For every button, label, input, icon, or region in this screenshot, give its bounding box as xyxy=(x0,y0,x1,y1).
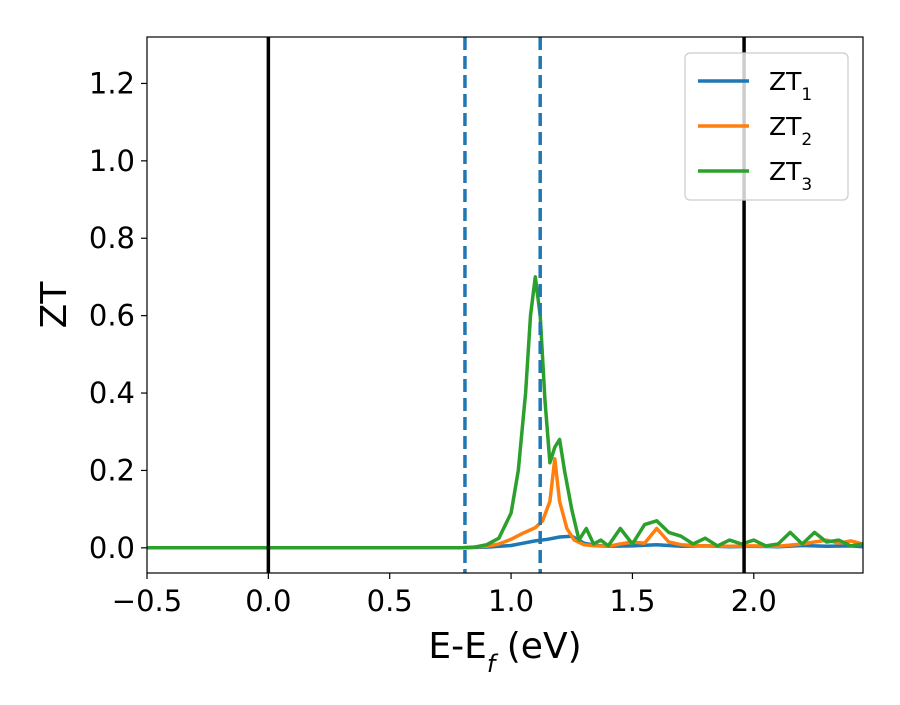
y-tick-label: 1.2 xyxy=(89,66,135,100)
legend-label-zt3: ZT3 xyxy=(769,157,812,195)
x-tick-label: −0.5 xyxy=(112,584,182,618)
x-tick-label: 1.5 xyxy=(609,584,655,618)
x-axis-title: E-Ef (eV) xyxy=(428,626,581,678)
legend-label-zt1: ZT1 xyxy=(769,67,812,105)
x-tick-label: 1.0 xyxy=(488,584,534,618)
y-tick-label: 0.2 xyxy=(89,453,135,487)
x-tick-label: 0.5 xyxy=(367,584,413,618)
plot-area-frame xyxy=(146,36,864,574)
series-line-zt2 xyxy=(147,457,863,550)
y-tick-label: 1.0 xyxy=(89,144,135,178)
legend: ZT1 ZT2 ZT3 xyxy=(684,52,849,201)
x-tick-label: 2.0 xyxy=(731,584,777,618)
y-axis-title: ZT xyxy=(34,281,75,329)
y-tick-label: 0.4 xyxy=(89,376,135,410)
legend-label-zt2: ZT2 xyxy=(769,112,812,150)
y-tick-label: 0.6 xyxy=(89,299,135,333)
legend-box xyxy=(684,52,849,201)
series-line-zt3 xyxy=(147,275,863,550)
y-tick-label: 0.0 xyxy=(89,531,135,565)
x-tick-label: 0.0 xyxy=(245,584,291,618)
y-tick-label: 0.8 xyxy=(89,221,135,255)
